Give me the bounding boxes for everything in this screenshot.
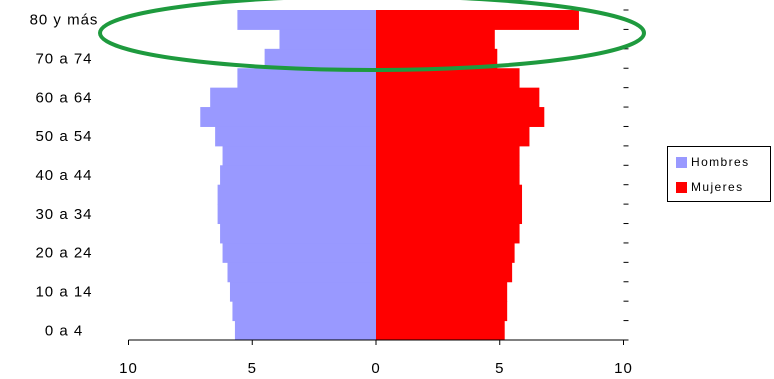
- bar-hombres-4: [222, 242, 376, 263]
- y-tick-label: 20 a 24: [35, 245, 92, 262]
- bar-mujeres-14: [376, 48, 498, 69]
- bar-hombres-5: [220, 223, 376, 244]
- bar-mujeres-1: [376, 301, 508, 322]
- legend-label-hombres: Hombres: [691, 155, 750, 169]
- bar-mujeres-6: [376, 204, 523, 225]
- bar-hombres-2: [229, 281, 376, 302]
- bar-hombres-13: [237, 68, 376, 89]
- x-tick-label: 5: [495, 360, 504, 377]
- bar-hombres-0: [234, 320, 376, 341]
- bar-mujeres-9: [376, 145, 520, 166]
- legend-swatch-mujeres: [676, 181, 687, 193]
- y-tick-label: 0 a 4: [45, 322, 83, 339]
- bar-hombres-12: [210, 87, 376, 108]
- y-tick-label: 40 a 44: [35, 167, 92, 184]
- x-tick-label: 10: [119, 360, 138, 377]
- y-tick-label: 70 a 74: [35, 51, 92, 68]
- bar-mujeres-0: [376, 320, 505, 341]
- bar-hombres-1: [232, 301, 376, 322]
- bar-hombres-16: [237, 10, 376, 30]
- bar-hombres-11: [200, 107, 376, 127]
- y-tick-label: 30 a 34: [35, 206, 92, 223]
- y-tick-label: 80 y más: [30, 12, 99, 29]
- bar-hombres-8: [220, 165, 376, 186]
- y-tick-labels: 0 a 4 10 a 14 20 a 24 30 a 34 40 a 44 50 a 54…: [30, 12, 99, 340]
- axes-group: [128, 9, 629, 345]
- bar-mujeres-3: [376, 262, 513, 283]
- bar-mujeres-5: [376, 223, 520, 244]
- x-tick-label: 10: [614, 360, 633, 377]
- legend: Hombres Mujeres: [667, 146, 771, 202]
- bar-hombres-3: [227, 262, 376, 283]
- bars-group: [200, 10, 579, 341]
- bar-hombres-15: [279, 29, 376, 50]
- bar-mujeres-7: [376, 184, 523, 205]
- bar-mujeres-2: [376, 281, 508, 302]
- bar-hombres-7: [217, 184, 376, 205]
- bar-mujeres-15: [376, 29, 495, 50]
- y-tick-label: 10 a 14: [35, 283, 92, 300]
- legend-item-hombres: Hombres: [676, 155, 749, 169]
- bar-hombres-10: [215, 126, 376, 147]
- x-tick-label: 5: [248, 360, 257, 377]
- x-tick-label: 0: [371, 360, 380, 377]
- bar-mujeres-12: [376, 87, 540, 108]
- bar-mujeres-4: [376, 242, 515, 263]
- highlight-ellipse: [98, 0, 646, 72]
- bar-hombres-9: [222, 145, 376, 166]
- bar-mujeres-13: [376, 68, 520, 89]
- bar-hombres-14: [264, 48, 376, 69]
- bar-mujeres-16: [376, 10, 579, 30]
- legend-swatch-hombres: [676, 156, 687, 168]
- bar-hombres-6: [217, 204, 376, 225]
- legend-label-mujeres: Mujeres: [691, 180, 744, 194]
- bar-mujeres-8: [376, 165, 520, 186]
- bar-mujeres-11: [376, 107, 545, 127]
- legend-item-mujeres: Mujeres: [676, 180, 743, 194]
- y-tick-label: 50 a 54: [35, 128, 92, 145]
- y-tick-label: 60 a 64: [35, 89, 92, 106]
- bar-mujeres-10: [376, 126, 530, 147]
- x-tick-labels: 10 5 0 5 10: [119, 360, 633, 377]
